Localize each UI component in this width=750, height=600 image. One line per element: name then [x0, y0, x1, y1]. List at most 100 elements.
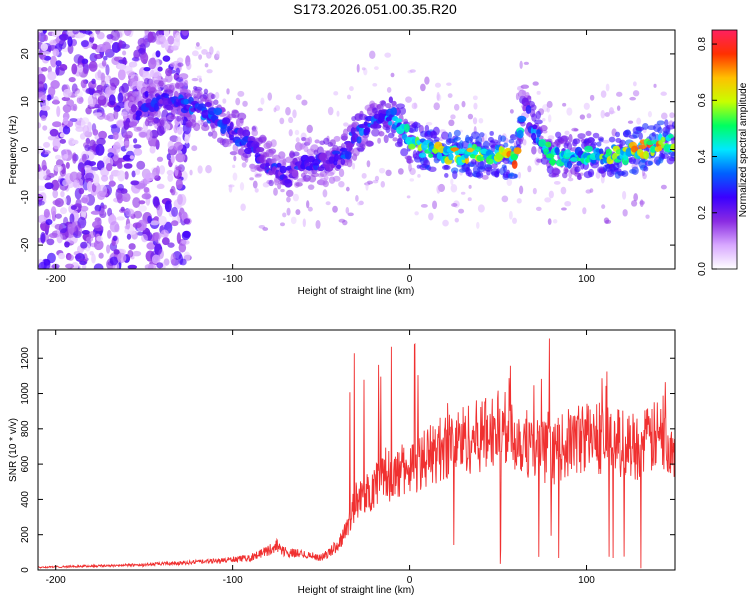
spectrogram-scatter-blob [240, 203, 246, 211]
spectrogram-ridge-blob [566, 160, 573, 169]
spectrogram-scatter-blob [535, 206, 542, 211]
spectrogram-noise-blob [43, 82, 48, 91]
spectrogram-noise-blob [94, 135, 100, 140]
spectrogram-noise-blob [67, 254, 74, 261]
spectrogram-scatter-blob [564, 201, 572, 207]
spectrogram-noise-blob [171, 220, 179, 227]
spectrogram-scatter-blob [397, 168, 404, 175]
y-tick-label: 800 [20, 420, 31, 437]
spectrogram-scatter-blob [279, 222, 285, 227]
spectrogram-scatter-blob [627, 120, 634, 124]
spectrogram-scatter-blob [295, 94, 302, 101]
spectrogram-noise-blob [47, 135, 57, 141]
spectrogram-ridge-blob [222, 117, 231, 125]
spectrogram-ridge-blob [325, 171, 335, 177]
spectrogram-noise-blob [161, 237, 170, 246]
y-tick-label: 20 [20, 48, 31, 60]
spectrogram-scatter-blob [468, 184, 472, 189]
x-tick-label: -100 [223, 274, 243, 285]
spectrogram-noise-blob [92, 92, 100, 98]
spectrogram-scatter-blob [332, 205, 338, 213]
spectrogram-ridge-blob [251, 129, 258, 137]
spectrogram-scatter-blob [345, 186, 350, 192]
spectrogram-scatter-blob [660, 91, 667, 96]
spectrogram-scatter-blob [433, 102, 440, 111]
spectrogram-ridge-blob [453, 129, 461, 137]
spectrogram-noise-blob [38, 88, 45, 93]
spectrogram-noise-blob [113, 109, 119, 120]
spectrogram-noise-blob [65, 195, 72, 206]
spectrogram-ridge-blob [530, 104, 537, 111]
spectrogram-noise-blob [170, 154, 175, 164]
spectrogram-noise-blob [145, 172, 155, 182]
spectrogram-ridge-blob [555, 131, 562, 139]
spectrogram-ridge-blob [671, 136, 675, 146]
spectrogram-scatter-blob [294, 129, 300, 136]
spectrogram-noise-blob [118, 39, 123, 49]
spectrogram-noise-blob [58, 33, 69, 41]
spectrogram-ridge-blob [441, 164, 451, 171]
spectrogram-noise-blob [134, 168, 141, 176]
spectrogram-noise-blob [102, 55, 108, 61]
spectrogram-scatter-blob [361, 172, 367, 179]
spectrogram-noise-blob [92, 128, 99, 136]
spectrogram-noise-blob [121, 82, 129, 94]
spectrogram-noise-blob [60, 190, 65, 198]
spectrogram-ridge-blob [312, 158, 321, 166]
spectrogram-ridge-blob [356, 136, 362, 144]
spectrogram-noise-blob [117, 252, 127, 264]
spectrogram-ridge-blob [144, 90, 149, 98]
spectrogram-ridge-blob [670, 143, 675, 152]
spectrogram-ridge-blob [331, 150, 341, 155]
spectrogram-noise-blob [110, 30, 121, 41]
spectrogram-noise-blob [154, 231, 161, 243]
spectrogram-ridge-blob [444, 173, 449, 178]
spectrogram-scatter-blob [222, 98, 227, 104]
spectrogram-ridge-blob [332, 175, 341, 182]
spectrogram-noise-blob [41, 67, 48, 72]
spectrogram-ridge-blob [509, 172, 515, 177]
spectrogram-scatter-blob [384, 52, 392, 58]
spectrogram-noise-blob [93, 263, 104, 269]
spectrogram-ridge-blob [371, 128, 380, 137]
spectrogram-noise-blob [71, 139, 79, 145]
spectrogram-scatter-blob [523, 61, 530, 65]
spectrogram-scatter-blob [288, 129, 293, 137]
spectrogram-noise-blob [126, 233, 132, 240]
spectrogram-ridge-blob [129, 121, 138, 127]
spectrogram-noise-blob [133, 210, 143, 219]
spectrogram-noise-blob [60, 207, 68, 215]
spectrogram-noise-blob [160, 229, 170, 239]
spectrogram-ridge-blob [475, 171, 484, 179]
spectrogram-noise-blob [87, 94, 97, 107]
spectrogram-noise-blob [107, 207, 113, 217]
spectrogram-noise-blob [116, 162, 123, 170]
spectrogram-noise-blob [117, 170, 126, 182]
spectrogram-noise-blob [96, 43, 107, 53]
spectrogram-noise-blob [133, 49, 141, 59]
spectrogram-ridge-blob [521, 90, 527, 96]
spectrogram-noise-blob [53, 164, 63, 172]
spectrogram-ridge-blob [323, 175, 329, 181]
spectrogram-scatter-blob [307, 206, 313, 212]
spectrogram-scatter-blob [647, 111, 653, 118]
spectrogram-scatter-blob [432, 200, 438, 210]
spectrogram-noise-blob [40, 231, 46, 244]
y-tick-label: -20 [20, 237, 31, 252]
spectrogram-scatter-blob [377, 137, 382, 144]
spectrogram-noise-blob [122, 50, 127, 56]
spectrogram-noise-blob [91, 78, 96, 85]
spectrogram-noise-blob [177, 62, 184, 67]
spectrogram-noise-blob [133, 148, 143, 156]
spectrogram-ridge-blob [572, 138, 581, 145]
spectrogram-noise-blob [80, 197, 88, 204]
spectrogram-scatter-blob [448, 119, 455, 127]
spectrogram-noise-blob [59, 132, 65, 138]
spectrogram-noise-blob [109, 77, 120, 87]
spectrogram-noise-blob [112, 152, 119, 162]
spectrogram-noise-blob [175, 166, 182, 171]
spectrogram-scatter-blob [562, 102, 567, 107]
spectrogram-noise-blob [106, 112, 116, 122]
spectrogram-ridge-blob [363, 121, 368, 126]
